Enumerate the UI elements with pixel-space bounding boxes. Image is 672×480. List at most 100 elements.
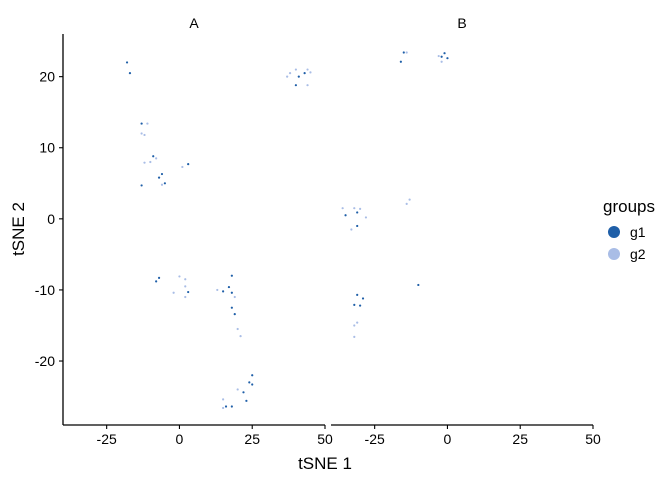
data-point-g1 xyxy=(446,57,449,60)
data-point-g1 xyxy=(163,182,166,185)
data-point-g2 xyxy=(341,207,344,210)
legend-title: groups xyxy=(603,197,655,216)
data-point-g2 xyxy=(306,84,309,87)
data-point-g1 xyxy=(230,291,233,294)
data-point-g2 xyxy=(359,207,362,210)
data-point-g1 xyxy=(294,84,297,87)
data-point-g1 xyxy=(155,280,158,283)
data-point-g1 xyxy=(443,52,446,55)
data-point-g2 xyxy=(294,68,297,71)
data-point-g2 xyxy=(233,295,236,299)
data-point-g1 xyxy=(140,122,143,125)
panel-b: B -25 0 25 50 xyxy=(331,15,601,447)
x-axis-title: tSNE 1 xyxy=(298,454,352,473)
data-point-g1 xyxy=(248,381,251,384)
data-point-g2 xyxy=(288,72,292,75)
data-point-g2 xyxy=(160,183,164,186)
facet-strip-label: A xyxy=(189,15,199,31)
data-point-g2 xyxy=(350,228,353,231)
panels-layer: A -20 -10 0 10 20 -25 0 25 50 B -25 0 25 50 xyxy=(35,15,601,447)
data-point-g1 xyxy=(160,172,164,176)
data-point-g1 xyxy=(125,61,129,64)
x-tick-label: 0 xyxy=(444,431,452,447)
data-point-g2 xyxy=(356,321,359,324)
data-point-g2 xyxy=(143,133,146,137)
y-tick-label: -10 xyxy=(35,282,55,298)
data-point-g2 xyxy=(239,335,242,338)
data-point-g1 xyxy=(157,176,161,179)
x-tick-label: 25 xyxy=(512,431,528,447)
data-point-g2 xyxy=(353,335,356,338)
data-point-g1 xyxy=(227,285,231,289)
data-point-g1 xyxy=(251,383,254,386)
data-point-g2 xyxy=(222,406,225,410)
data-point-g2 xyxy=(146,122,149,125)
data-point-g2 xyxy=(408,198,411,201)
panel-a: A -20 -10 0 10 20 -25 0 25 50 xyxy=(35,15,333,447)
data-point-g2 xyxy=(216,288,219,292)
data-point-g2 xyxy=(181,165,184,169)
x-tick-label: -25 xyxy=(97,431,117,447)
data-point-g1 xyxy=(356,293,359,297)
data-point-g1 xyxy=(230,274,233,277)
data-point-g2 xyxy=(155,157,158,160)
data-point-g1 xyxy=(297,75,300,78)
legend-key-g1 xyxy=(608,226,620,238)
data-point-g2 xyxy=(149,160,152,164)
data-point-g1 xyxy=(222,290,225,293)
data-point-g1 xyxy=(251,374,254,377)
data-point-g2 xyxy=(306,68,309,71)
data-point-g2 xyxy=(140,132,143,135)
data-point-g2 xyxy=(184,285,187,288)
x-tick-label: 50 xyxy=(585,431,601,447)
data-point-g2 xyxy=(353,324,356,327)
data-point-g2 xyxy=(184,295,187,299)
legend-label-g2: g2 xyxy=(630,246,646,262)
data-point-g2 xyxy=(172,291,175,294)
y-tick-label: -20 xyxy=(35,353,55,369)
x-tick-label: 0 xyxy=(176,431,184,447)
data-point-g1 xyxy=(353,303,356,306)
data-point-g1 xyxy=(230,306,233,309)
data-point-g2 xyxy=(184,278,187,281)
data-point-g1 xyxy=(361,297,365,300)
y-axis-title: tSNE 2 xyxy=(9,202,28,256)
data-point-g1 xyxy=(233,312,236,316)
y-tick-label: 0 xyxy=(47,211,55,227)
data-point-g1 xyxy=(399,60,402,63)
data-point-g1 xyxy=(152,155,155,158)
x-tick-label: -25 xyxy=(365,431,385,447)
data-point-g1 xyxy=(245,399,248,402)
data-point-g1 xyxy=(157,276,161,279)
x-tick-label: 25 xyxy=(244,431,260,447)
data-point-g2 xyxy=(222,398,225,401)
y-tick-label: 10 xyxy=(39,140,55,156)
data-point-g1 xyxy=(344,214,347,217)
data-point-g2 xyxy=(178,275,181,278)
data-point-g2 xyxy=(440,60,443,63)
data-point-g1 xyxy=(230,405,233,408)
data-point-g1 xyxy=(417,283,420,287)
data-point-g1 xyxy=(356,224,359,228)
data-point-g2 xyxy=(405,202,408,206)
y-tick-label: 20 xyxy=(39,69,55,85)
data-point-g2 xyxy=(143,161,146,164)
data-point-g1 xyxy=(140,184,143,187)
data-point-g2 xyxy=(286,75,289,78)
data-point-g2 xyxy=(236,327,239,331)
x-tick-label: 50 xyxy=(317,431,333,447)
legend-key-g2 xyxy=(608,248,620,260)
data-point-g1 xyxy=(402,51,405,54)
data-point-g1 xyxy=(187,162,190,166)
data-point-g1 xyxy=(356,211,359,214)
data-point-g2 xyxy=(236,388,239,391)
data-point-g1 xyxy=(359,304,362,307)
facet-strip-label: B xyxy=(457,15,466,31)
data-point-g2 xyxy=(405,51,408,54)
data-point-g2 xyxy=(437,54,440,58)
data-point-g1 xyxy=(187,290,190,294)
data-point-g2 xyxy=(309,71,312,74)
